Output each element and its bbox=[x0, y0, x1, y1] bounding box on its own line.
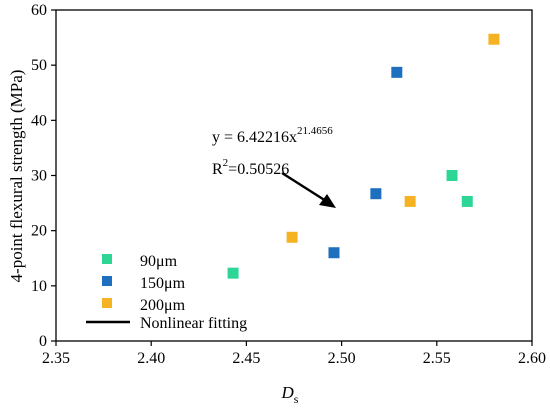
data-point-200m bbox=[286, 231, 298, 243]
y-tick-label: 30 bbox=[31, 168, 47, 185]
x-tick-label: 2.50 bbox=[328, 350, 356, 367]
data-point-150m bbox=[370, 188, 382, 200]
legend-swatch-150um bbox=[102, 276, 112, 286]
y-tick-label: 40 bbox=[31, 112, 47, 129]
y-tick-label: 10 bbox=[31, 278, 47, 295]
x-axis-label: Ds bbox=[281, 383, 299, 406]
data-point-90m bbox=[446, 170, 458, 181]
y-tick-label: 60 bbox=[31, 2, 47, 19]
data-point-90m bbox=[461, 195, 473, 207]
x-tick-label: 2.60 bbox=[518, 350, 546, 367]
legend-label-90um: 90μm bbox=[140, 253, 178, 270]
y-tick-label: 50 bbox=[31, 57, 47, 74]
data-points bbox=[227, 33, 500, 279]
x-axis: 2.35 2.40 2.45 2.50 2.55 2.60 bbox=[42, 341, 546, 367]
data-point-200m bbox=[404, 195, 416, 207]
annotation-arrow bbox=[281, 171, 327, 203]
x-tick-label: 2.45 bbox=[232, 350, 260, 367]
annotation-arrowhead bbox=[319, 194, 336, 208]
x-tick-label: 2.35 bbox=[42, 350, 70, 367]
data-point-150m bbox=[328, 247, 340, 259]
plot-frame bbox=[55, 9, 533, 342]
legend-label-fit: Nonlinear fitting bbox=[140, 315, 247, 332]
legend: 90μm 150μm 200μm Nonlinear fitting bbox=[86, 253, 247, 332]
y-tick-label: 20 bbox=[31, 223, 47, 240]
r-squared-text: R2=0.50526 bbox=[212, 157, 289, 178]
equation-text: y = 6.42216x21.4656 bbox=[212, 125, 333, 146]
y-axis-label: 4-point flexural strength (MPa) bbox=[7, 70, 26, 283]
y-axis: 0 10 20 30 40 50 60 bbox=[31, 2, 56, 350]
data-point-90m bbox=[227, 267, 239, 279]
data-point-150m bbox=[391, 66, 403, 78]
legend-swatch-200um bbox=[102, 298, 112, 308]
legend-label-200um: 200μm bbox=[140, 297, 186, 314]
legend-label-150um: 150μm bbox=[140, 275, 186, 292]
data-point-200m bbox=[488, 33, 500, 45]
x-tick-label: 2.55 bbox=[423, 350, 451, 367]
x-tick-label: 2.40 bbox=[137, 350, 165, 367]
legend-swatch-90um bbox=[102, 254, 112, 264]
y-tick-label: 0 bbox=[39, 333, 47, 350]
